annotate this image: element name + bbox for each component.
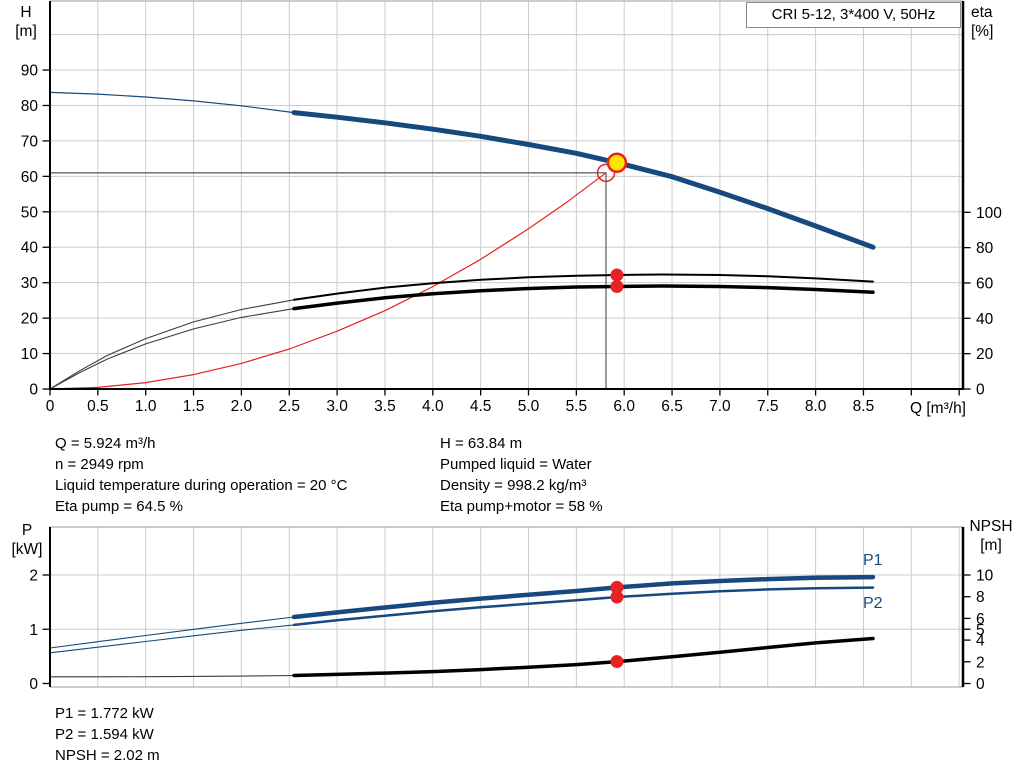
eta-pump-motor-duty-dot (610, 280, 624, 294)
h-tick-label: 80 (21, 98, 39, 115)
npsh-tick-label: 2 (976, 654, 985, 671)
q-tick-label: 5.5 (566, 398, 588, 415)
q-tick-label: 4.0 (422, 398, 444, 415)
p-axis-label: P [kW] (6, 521, 48, 559)
h-tick-label: 50 (21, 204, 39, 221)
info-line-eta-pump-motor: Eta pump+motor = 58 % (440, 498, 603, 515)
pump-curve-low-flow (49, 91, 295, 114)
p2-curve (292, 586, 875, 627)
h-tick-label: 90 (21, 63, 39, 80)
q-tick-label: 5.0 (518, 398, 540, 415)
npsh-tick-label: 4 (976, 633, 985, 650)
pump-curve (291, 110, 876, 250)
h-axis-symbol: H (20, 4, 32, 21)
q-tick-label: 0 (46, 398, 55, 415)
p-tick-label: 0 (29, 676, 38, 693)
p-axis-unit: [kW] (11, 541, 43, 558)
info-line-npsh: NPSH = 2.02 m (55, 747, 160, 764)
eta-tick-label: 20 (976, 346, 994, 363)
eta-tick-label: 100 (976, 205, 1002, 222)
h-tick-label: 20 (21, 311, 39, 328)
h-tick-label: 60 (21, 169, 39, 186)
eta-pump-curve (293, 273, 874, 301)
npsh-axis-unit: [m] (980, 537, 1002, 554)
info-line-eta-pump: Eta pump = 64.5 % (55, 498, 183, 515)
duty-info-left: Q = 5.924 m³/h n = 2949 rpm Liquid tempe… (55, 433, 347, 517)
info-line-liquid-temp: Liquid temperature during operation = 20… (55, 477, 348, 494)
p-tick-label: 1 (29, 622, 38, 639)
h-tick-label: 40 (21, 240, 39, 257)
eta-tick-label: 80 (976, 240, 994, 257)
info-line-p1: P1 = 1.772 kW (55, 705, 154, 722)
q-tick-label: 4.5 (470, 398, 492, 415)
info-line-p2: P2 = 1.594 kW (55, 726, 154, 743)
info-line-q: Q = 5.924 m³/h (55, 435, 156, 452)
eta-pump-motor-curve (292, 284, 875, 311)
h-tick-label: 10 (21, 346, 39, 363)
npsh-curve (292, 636, 875, 678)
q-tick-label: 1.5 (183, 398, 205, 415)
p-tick-label: 2 (29, 568, 38, 585)
eta-pump-motor-low-flow (49, 308, 295, 390)
q-tick-label: 7.0 (709, 398, 731, 415)
eta-axis-symbol: eta (971, 4, 993, 21)
p1-low-flow (49, 616, 295, 649)
p1-curve (291, 574, 876, 620)
eta-axis-label: eta [%] (971, 3, 1019, 41)
h-tick-label: 30 (21, 275, 39, 292)
h-axis-label: H [m] (6, 3, 46, 41)
p-axis-symbol: P (21, 522, 33, 539)
pump-title-box: CRI 5-12, 3*400 V, 50Hz (746, 2, 961, 28)
npsh-axis-label: NPSH [m] (961, 517, 1021, 555)
q-tick-label: 2.5 (278, 398, 300, 415)
system-curve (49, 172, 607, 390)
info-line-density: Density = 998.2 kg/m³ (440, 477, 587, 494)
eta-pump-duty-dot (610, 268, 624, 282)
info-line-h: H = 63.84 m (440, 435, 523, 452)
q-tick-label: 0.5 (87, 398, 109, 415)
h-tick-label: 0 (29, 382, 38, 399)
npsh-duty-dot (610, 655, 624, 669)
q-tick-label: 8.5 (853, 398, 875, 415)
npsh-low-flow (49, 674, 295, 678)
p2-curve-label: P2 (863, 595, 883, 612)
q-axis-label: Q [m³/h] (910, 400, 966, 417)
q-tick-label: 6.0 (613, 398, 635, 415)
duty-point[interactable] (606, 152, 628, 174)
q-tick-label: 8.0 (805, 398, 827, 415)
npsh-tick-label: 0 (976, 676, 985, 693)
h-tick-label: 70 (21, 133, 39, 150)
q-tick-label: 3.5 (374, 398, 396, 415)
p2-low-flow (49, 624, 295, 654)
npsh-tick-label: 10 (976, 568, 994, 585)
npsh-tick-label: 6 (976, 611, 985, 628)
npsh-tick-label: 5 (976, 622, 985, 639)
power-info-block: P1 = 1.772 kW P2 = 1.594 kW NPSH = 2.02 … (55, 703, 160, 766)
h-axis-unit: [m] (15, 23, 37, 40)
npsh-axis-symbol: NPSH (969, 518, 1013, 535)
eta-tick-label: 60 (976, 275, 994, 292)
p1-curve-label: P1 (863, 552, 883, 569)
p2-duty-dot (610, 590, 624, 604)
q-tick-label: 3.0 (326, 398, 348, 415)
eta-tick-label: 0 (976, 382, 985, 399)
q-tick-label: 6.5 (661, 398, 683, 415)
p1-duty-dot (610, 580, 624, 594)
info-line-n: n = 2949 rpm (55, 456, 144, 473)
requested-duty-point (596, 163, 616, 183)
npsh-tick-label: 8 (976, 589, 985, 606)
q-tick-label: 2.0 (231, 398, 253, 415)
q-tick-label: 7.5 (757, 398, 779, 415)
duty-info-right: H = 63.84 m Pumped liquid = Water Densit… (440, 433, 603, 517)
eta-tick-label: 40 (976, 311, 994, 328)
eta-axis-unit: [%] (971, 23, 994, 40)
eta-pump-low-flow (49, 299, 295, 390)
q-tick-label: 1.0 (135, 398, 157, 415)
info-line-pumped-liquid: Pumped liquid = Water (440, 456, 592, 473)
